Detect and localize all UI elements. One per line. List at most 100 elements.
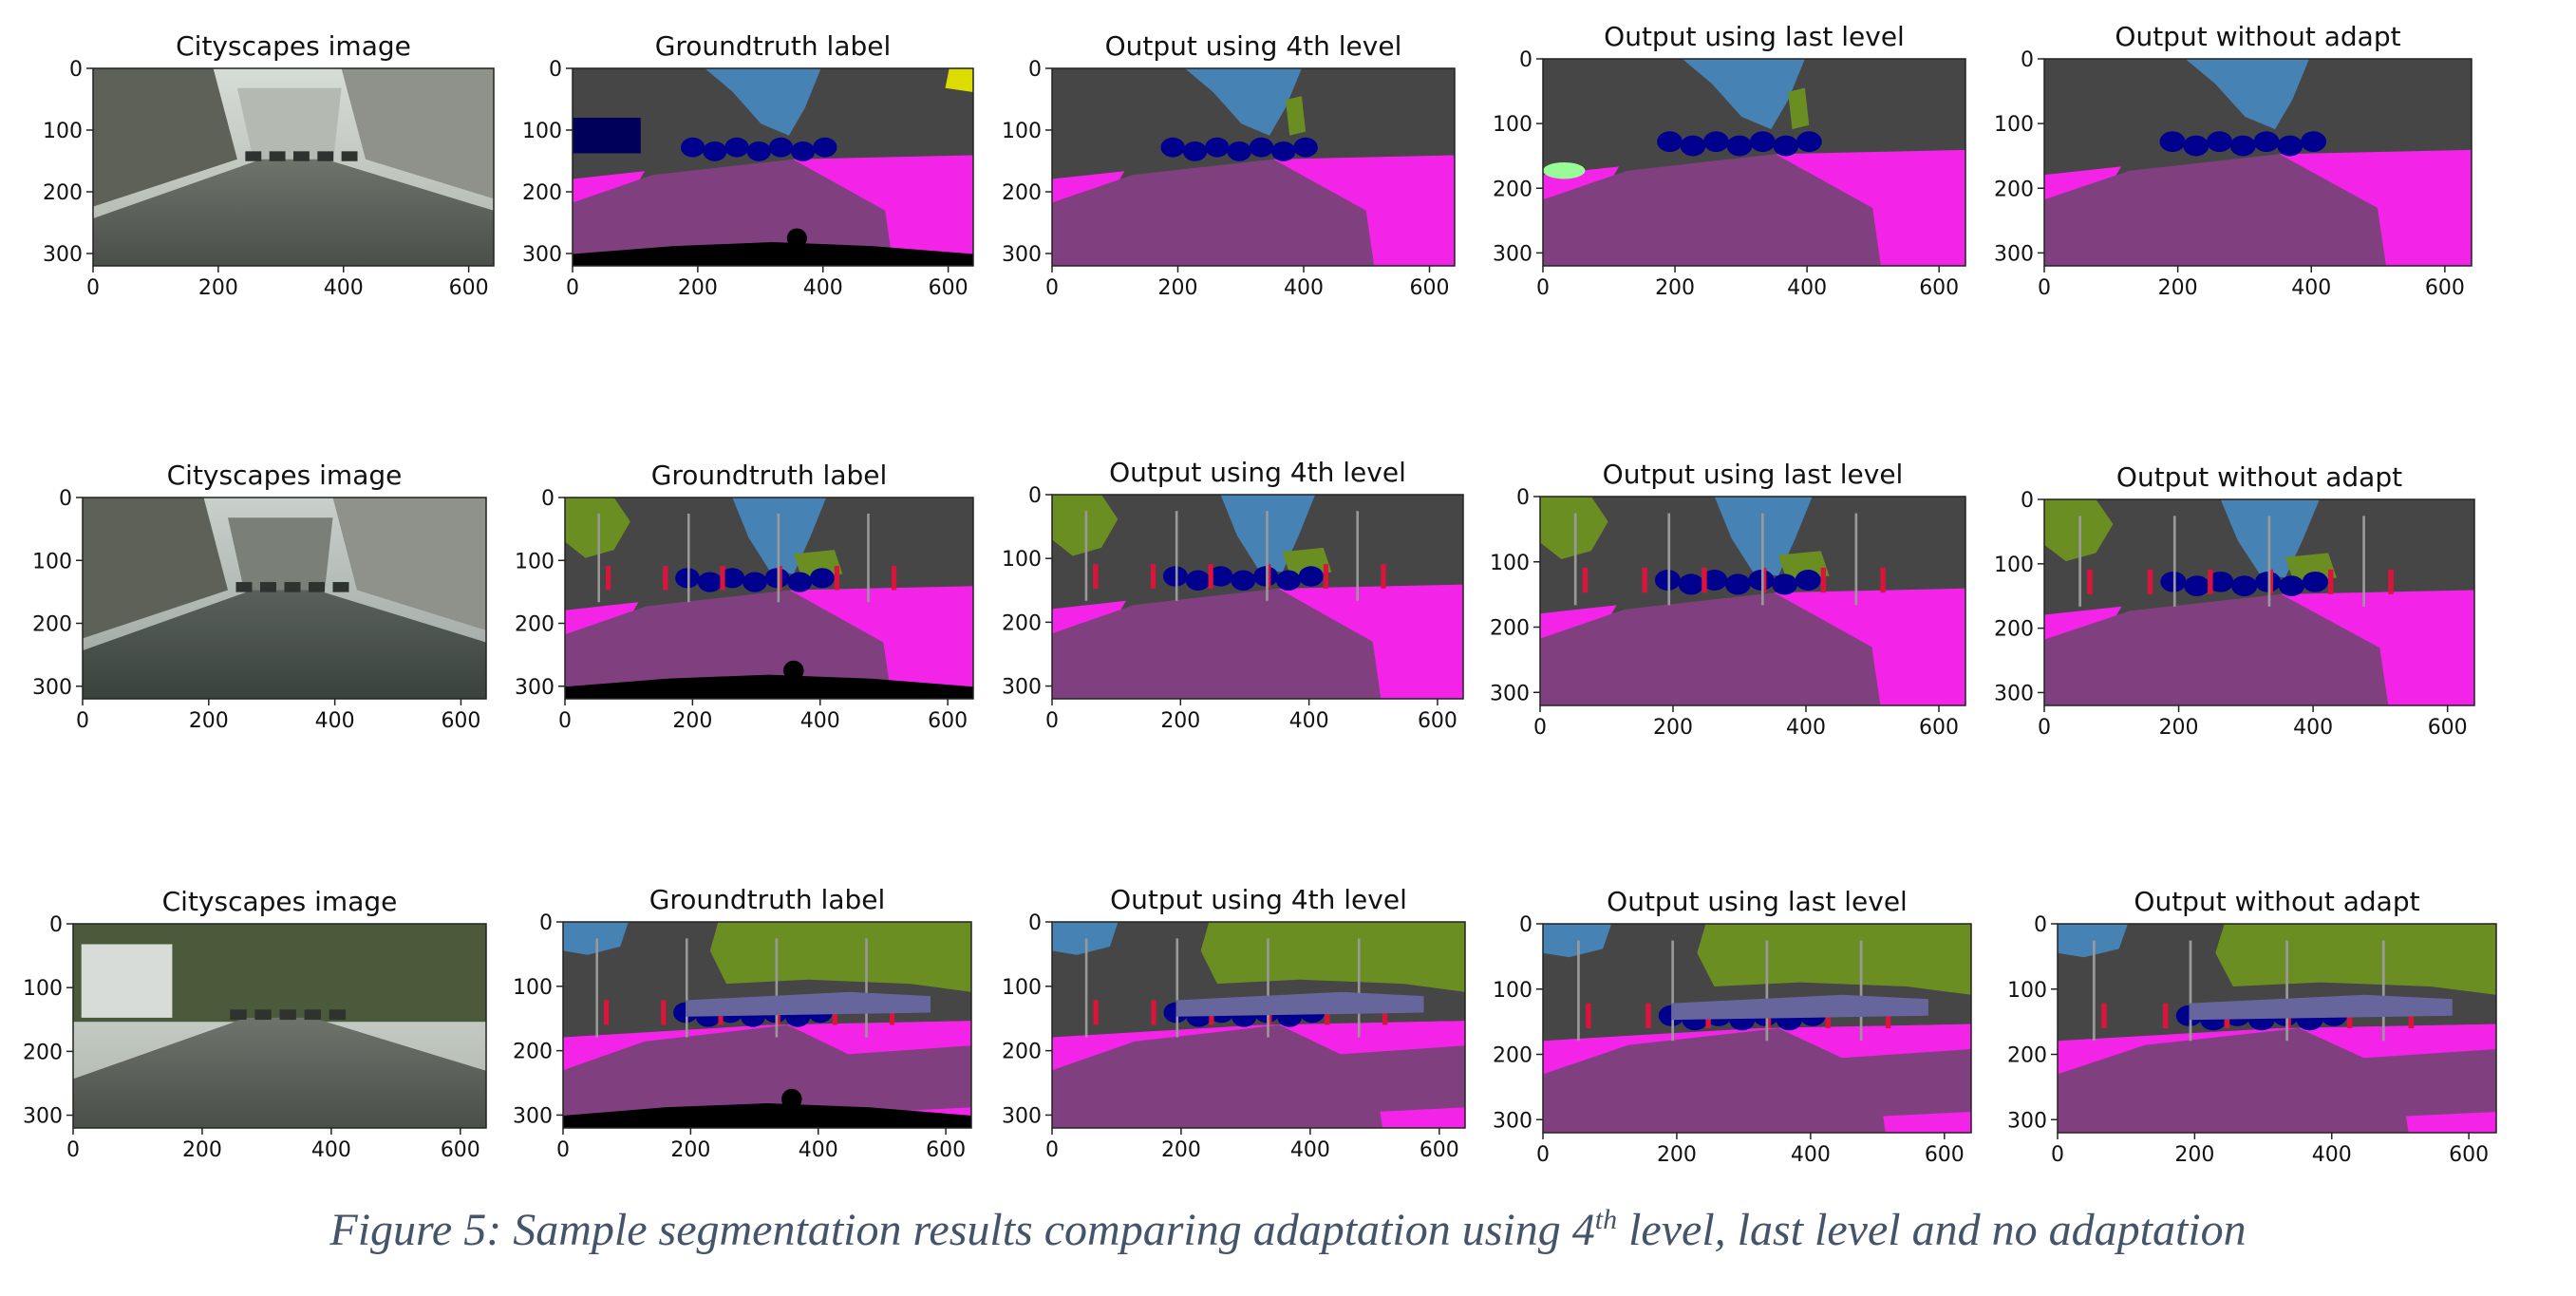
person-region xyxy=(2208,569,2213,594)
y-tick-label: 200 xyxy=(1493,1044,1532,1068)
y-tick-label: 100 xyxy=(1493,979,1532,1003)
y-tick-label: 300 xyxy=(32,676,72,700)
x-tick-label: 600 xyxy=(1919,716,1959,740)
pole-region xyxy=(1175,938,1179,1038)
panel-frame xyxy=(562,921,972,1129)
photo-road xyxy=(83,590,486,699)
x-tick-label: 600 xyxy=(1420,1138,1459,1162)
ego-vehicle-region xyxy=(783,660,804,681)
car-region xyxy=(1231,570,1256,592)
caption-superscript: th xyxy=(1594,1204,1618,1235)
panel-frame xyxy=(572,67,974,267)
car-region xyxy=(2229,135,2256,157)
panel-r2-c2: Groundtruth label 0 200 400 600 0 100 200 300 xyxy=(515,460,974,733)
pole-region xyxy=(1573,513,1577,606)
car-region xyxy=(1271,141,1296,161)
pole-region xyxy=(2092,940,2096,1042)
photo-car xyxy=(235,582,253,592)
x-tick-label: 400 xyxy=(2293,716,2333,740)
photo-car xyxy=(317,151,334,161)
y-tick-label: 0 xyxy=(1516,486,1530,510)
pole-region xyxy=(1356,511,1360,601)
x-tick-label: 400 xyxy=(1786,716,1826,740)
panel-frame xyxy=(564,497,974,700)
car-region xyxy=(1275,570,1301,592)
y-tick-label: 0 xyxy=(539,911,553,935)
y-tick-label: 200 xyxy=(43,181,83,205)
car-region xyxy=(720,568,745,589)
panel-image xyxy=(2044,59,2472,266)
x-tick-label: 600 xyxy=(926,1138,966,1162)
x-tick-label: 0 xyxy=(566,276,579,300)
panel-title: Output using last level xyxy=(1604,21,1905,52)
car-region xyxy=(743,572,767,592)
car-region xyxy=(1796,131,1822,153)
y-tick-label: 0 xyxy=(69,58,83,82)
photo-car xyxy=(341,151,358,161)
road-region xyxy=(2044,154,2386,266)
road-region xyxy=(573,159,893,266)
y-tick-label: 0 xyxy=(2021,48,2034,72)
car-region xyxy=(697,572,723,592)
car-region xyxy=(790,141,816,161)
panel-image xyxy=(565,498,973,699)
x-tick-label: 200 xyxy=(1657,1143,1697,1167)
vegetation-region xyxy=(1285,96,1307,136)
x-tick-label: 600 xyxy=(449,276,489,300)
x-tick-label: 0 xyxy=(76,709,89,733)
pole-region xyxy=(775,938,779,1038)
y-tick-label: 0 xyxy=(2034,913,2047,937)
x-tick-label: 400 xyxy=(1284,276,1324,300)
photo-car xyxy=(245,151,262,161)
y-tick-label: 100 xyxy=(1994,113,2034,137)
wall-region xyxy=(1671,994,1928,1021)
x-tick-label: 400 xyxy=(315,709,355,733)
y-tick-label: 200 xyxy=(1994,618,2034,642)
x-tick-label: 200 xyxy=(182,1138,222,1162)
x-tick-label: 200 xyxy=(678,276,718,300)
car-region xyxy=(2302,571,2328,592)
x-tick-label: 200 xyxy=(672,709,712,733)
x-tick-label: 0 xyxy=(1045,276,1059,300)
panel-frame xyxy=(1051,921,1466,1129)
y-tick-label: 100 xyxy=(513,976,553,1000)
y-tick-label: 300 xyxy=(1994,682,2034,705)
ego-vehicle-region xyxy=(786,228,807,249)
y-tick-label: 100 xyxy=(1493,113,1532,137)
y-tick-label: 0 xyxy=(1028,911,1042,935)
car-region xyxy=(1160,137,1185,158)
person-region xyxy=(1208,564,1213,589)
pole-region xyxy=(687,513,690,603)
y-tick-label: 300 xyxy=(2007,1109,2047,1133)
panel-r3-c2: Groundtruth label 0 200 400 600 0 100 200 300 xyxy=(513,884,972,1162)
panel-image xyxy=(563,922,971,1128)
car-region xyxy=(1795,570,1821,591)
photo-car xyxy=(279,1009,296,1021)
y-tick-label: 0 xyxy=(1519,913,1532,937)
person-region xyxy=(834,566,839,591)
photo-car xyxy=(260,582,276,592)
panel-frame xyxy=(72,923,487,1129)
car-region xyxy=(2278,575,2305,596)
y-tick-label: 200 xyxy=(1994,178,2034,201)
y-tick-label: 200 xyxy=(522,181,562,205)
x-tick-label: 400 xyxy=(2291,276,2331,300)
person-region xyxy=(2327,569,2334,594)
sky-region xyxy=(1184,68,1302,136)
road-region xyxy=(1543,1049,1971,1133)
x-tick-label: 600 xyxy=(929,276,968,300)
car-region xyxy=(1298,566,1324,587)
person-region xyxy=(2087,569,2093,594)
panel-r3-c5: Output without adapt 0 200 400 600 0 100 200 300 xyxy=(2007,886,2497,1167)
car-region xyxy=(746,141,771,161)
person-region xyxy=(1582,567,1589,593)
terrain-region xyxy=(1543,162,1586,179)
x-tick-label: 200 xyxy=(2174,1143,2214,1167)
car-region xyxy=(1227,141,1251,161)
y-tick-label: 100 xyxy=(1490,552,1530,575)
y-tick-label: 0 xyxy=(1028,58,1042,82)
car-region xyxy=(768,137,794,158)
x-tick-label: 600 xyxy=(1919,276,1959,300)
panel-title: Cityscapes image xyxy=(162,886,398,917)
